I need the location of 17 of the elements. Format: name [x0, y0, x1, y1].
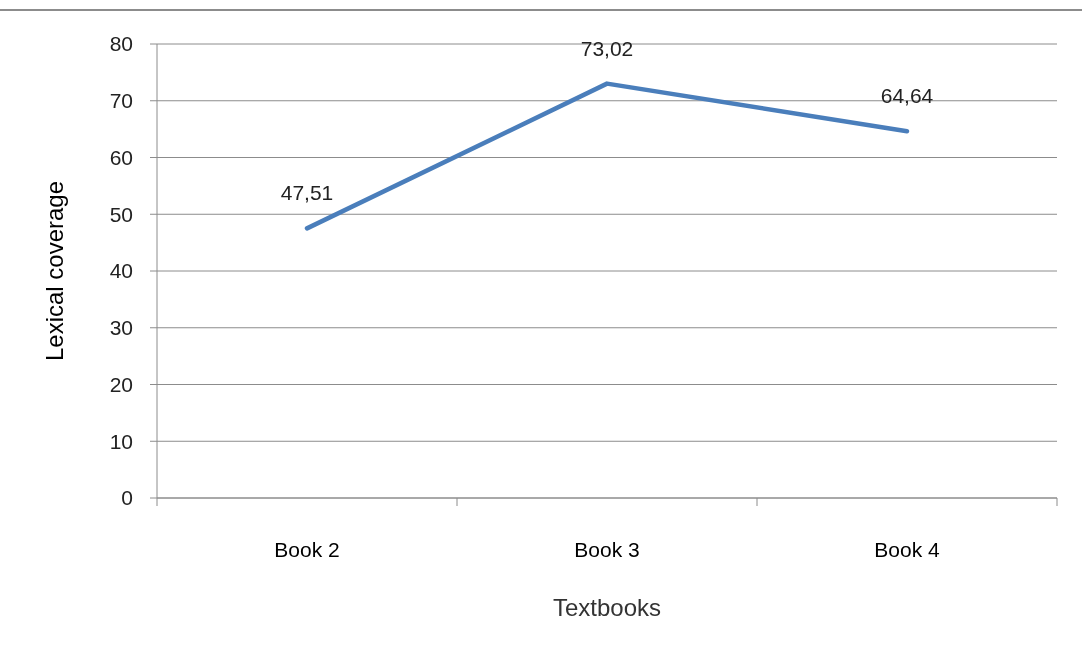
data-label: 64,64: [880, 84, 934, 108]
data-label: 73,02: [580, 36, 634, 60]
x-tick-label: Book 2: [274, 538, 340, 561]
y-tick-label: 40: [109, 259, 133, 283]
x-tick-label: Book 4: [874, 538, 940, 561]
y-tick-label: 60: [109, 145, 133, 169]
y-tick-label: 70: [109, 89, 133, 113]
y-axis-title: Lexical coverage: [41, 180, 68, 362]
y-tick-label: 50: [109, 202, 133, 226]
x-tick-label: Book 3: [574, 538, 640, 561]
y-tick-label: 30: [109, 316, 133, 340]
y-tick-label: 0: [121, 486, 133, 510]
data-label: 47,51: [280, 181, 334, 205]
y-tick-label: 80: [109, 32, 133, 56]
x-axis-title: Textbooks: [552, 594, 662, 621]
y-tick-label: 10: [109, 429, 133, 453]
y-tick-label: 20: [109, 372, 133, 396]
